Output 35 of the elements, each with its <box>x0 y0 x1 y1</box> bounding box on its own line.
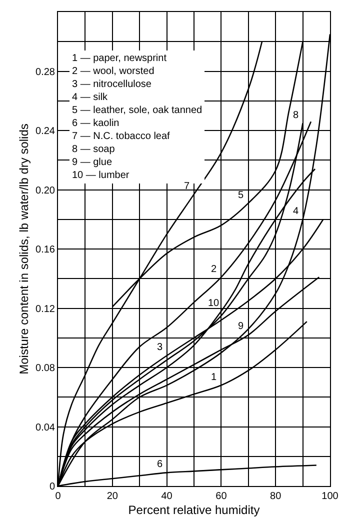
y-tick-label: 0.24 <box>36 126 56 137</box>
y-tick-label: 0.04 <box>36 422 56 434</box>
annotation: 10 — lumber <box>72 170 130 181</box>
annotation: 7 — N.C. tobacco leaf <box>72 131 170 142</box>
annotation: 2 — wool, worsted <box>72 66 154 77</box>
x-tick-label: 40 <box>161 491 173 502</box>
y-tick-label: 0.08 <box>36 363 56 374</box>
x-tick-label: 80 <box>270 491 282 502</box>
y-tick-label: 0.20 <box>36 185 56 196</box>
y-tick-label: 0.16 <box>36 244 56 256</box>
annotation: 1 — paper, newsprint <box>72 53 167 64</box>
y-tick-label: 0.12 <box>36 304 56 315</box>
annotation: 6 — kaolin <box>72 118 120 129</box>
x-tick-label: 20 <box>106 491 118 502</box>
y-tick-label: 0 <box>49 482 56 492</box>
annotation: 2 <box>211 264 217 275</box>
annotation: 3 — nitrocellulose <box>72 79 152 90</box>
annotation: 7 <box>184 181 190 192</box>
annotation: 8 — soap <box>72 144 116 155</box>
annotation: 5 — leather, sole, oak tanned <box>72 105 202 116</box>
y-axis-title: Moisture content in solids, lb water/lb dry solids <box>16 124 31 374</box>
annotation: 9 <box>238 321 244 332</box>
y-tick-label: 0.28 <box>36 66 56 78</box>
annotation: 6 <box>157 459 163 470</box>
x-axis-title: Percent relative humidity <box>128 502 260 517</box>
x-tick-label: 100 <box>322 491 339 502</box>
annotation: 5 <box>238 190 244 201</box>
annotation: 9 — glue <box>72 157 112 168</box>
annotation: 4 <box>293 206 299 217</box>
annotation: 4 — silk <box>72 92 109 103</box>
annotation: 8 <box>293 110 299 121</box>
annotation: 10 <box>208 298 220 309</box>
x-tick-label: 60 <box>216 491 228 502</box>
annotation: 3 <box>157 342 163 353</box>
annotation: 1 <box>211 372 217 383</box>
